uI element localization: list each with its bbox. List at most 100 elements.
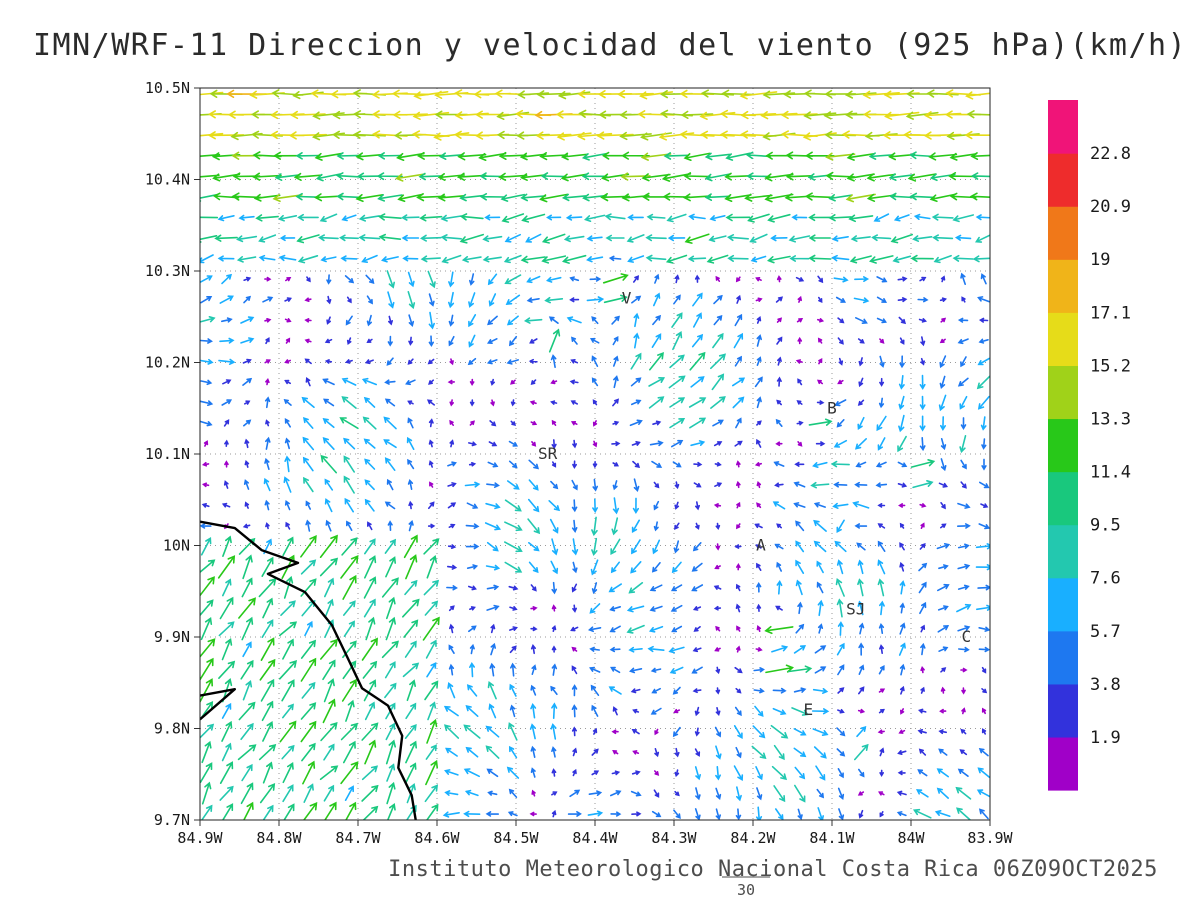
wind-arrow bbox=[978, 808, 989, 820]
wind-arrow bbox=[637, 110, 675, 119]
wind-arrow bbox=[259, 658, 276, 681]
wind-arrow bbox=[551, 791, 558, 796]
wind-arrow bbox=[633, 332, 640, 349]
wind-arrow bbox=[877, 729, 885, 734]
wind-arrow bbox=[301, 396, 315, 408]
wind-arrow bbox=[326, 316, 331, 325]
wind-arrow bbox=[550, 400, 558, 405]
wind-arrow bbox=[961, 296, 966, 303]
wind-arrow bbox=[572, 747, 578, 757]
wind-arrow bbox=[427, 358, 435, 365]
wind-arrow bbox=[336, 152, 362, 160]
wind-arrow bbox=[466, 564, 479, 570]
wind-arrow bbox=[732, 377, 746, 387]
coastline-segment bbox=[200, 520, 417, 820]
wind-arrow bbox=[221, 720, 233, 742]
wind-arrow bbox=[505, 294, 521, 306]
wind-arrow bbox=[448, 605, 455, 612]
wind-arrow bbox=[960, 417, 967, 430]
wind-arrow bbox=[923, 131, 962, 140]
wind-arrow bbox=[808, 234, 831, 242]
wind-arrow bbox=[519, 152, 547, 161]
wind-arrow bbox=[384, 398, 396, 407]
wind-arrow bbox=[856, 542, 866, 551]
wind-arrow bbox=[319, 534, 338, 558]
wind-arrow bbox=[665, 254, 688, 264]
wind-arrow bbox=[510, 379, 516, 385]
wind-arrow bbox=[281, 679, 295, 702]
wind-arrow bbox=[776, 399, 782, 406]
wind-arrow bbox=[469, 378, 475, 387]
wind-arrow bbox=[692, 606, 702, 611]
wind-arrow bbox=[223, 419, 230, 427]
wind-arrow bbox=[700, 130, 735, 139]
wind-arrow bbox=[896, 790, 907, 796]
wind-arrow bbox=[960, 356, 967, 368]
wind-arrow bbox=[377, 213, 402, 221]
wind-arrow bbox=[981, 707, 987, 715]
wind-arrow bbox=[405, 762, 417, 783]
wind-arrow bbox=[735, 276, 741, 283]
wind-arrow bbox=[551, 439, 557, 450]
wind-arrow bbox=[833, 276, 849, 283]
wind-arrow bbox=[878, 708, 885, 714]
wind-arrow bbox=[978, 626, 990, 632]
wind-arrow bbox=[629, 419, 643, 427]
wind-arrow bbox=[487, 461, 499, 468]
wind-arrow bbox=[407, 400, 414, 405]
wind-arrow bbox=[352, 130, 386, 139]
wind-arrow bbox=[640, 132, 673, 141]
wind-arrow bbox=[633, 312, 640, 328]
wind-arrow bbox=[361, 765, 379, 781]
wind-arrow bbox=[200, 400, 214, 406]
wind-arrow bbox=[336, 172, 362, 180]
wind-arrow bbox=[754, 705, 764, 718]
wind-arrow bbox=[407, 417, 414, 429]
wind-arrow bbox=[218, 621, 235, 637]
wind-arrow bbox=[868, 152, 894, 160]
wind-arrow bbox=[979, 481, 990, 489]
wind-arrow bbox=[674, 501, 680, 510]
wind-arrow bbox=[530, 643, 536, 655]
wind-arrow bbox=[958, 646, 970, 653]
wind-arrow bbox=[735, 603, 741, 613]
wind-arrow bbox=[392, 110, 429, 119]
wind-arrow bbox=[630, 377, 642, 387]
wind-arrow bbox=[200, 235, 218, 243]
wind-arrow bbox=[403, 534, 418, 559]
wind-arrow bbox=[837, 768, 844, 779]
wind-arrow bbox=[447, 544, 457, 549]
wind-arrow bbox=[649, 605, 663, 612]
wind-arrow bbox=[388, 315, 393, 326]
wind-arrow bbox=[897, 297, 908, 303]
wind-arrow bbox=[855, 317, 868, 324]
wind-arrow bbox=[875, 482, 888, 488]
wind-arrow bbox=[713, 441, 723, 447]
wind-arrow bbox=[381, 577, 399, 598]
wind-arrow bbox=[428, 418, 434, 428]
wind-arrow bbox=[591, 704, 599, 717]
wind-arrow bbox=[975, 214, 990, 221]
wind-arrow bbox=[683, 172, 711, 181]
wind-arrow bbox=[823, 111, 858, 120]
wind-arrow bbox=[713, 503, 722, 508]
wind-arrow bbox=[551, 768, 557, 777]
wind-arrow bbox=[549, 518, 559, 534]
wind-arrow bbox=[322, 437, 335, 450]
wind-arrow bbox=[544, 296, 564, 304]
wind-arrow bbox=[957, 625, 971, 632]
wind-arrow bbox=[762, 90, 796, 99]
wind-arrow bbox=[290, 110, 326, 120]
wind-arrow bbox=[201, 503, 210, 508]
wind-arrow bbox=[756, 438, 762, 448]
y-tick-label: 9.9N bbox=[154, 628, 190, 646]
wind-arrow bbox=[878, 397, 885, 409]
wind-arrow bbox=[322, 417, 335, 429]
wind-arrow bbox=[571, 646, 578, 652]
wind-arrow bbox=[920, 357, 925, 366]
wind-arrow bbox=[551, 461, 557, 468]
wind-arrow bbox=[509, 704, 516, 718]
wind-arrow bbox=[836, 642, 845, 656]
wind-arrow bbox=[978, 523, 990, 530]
